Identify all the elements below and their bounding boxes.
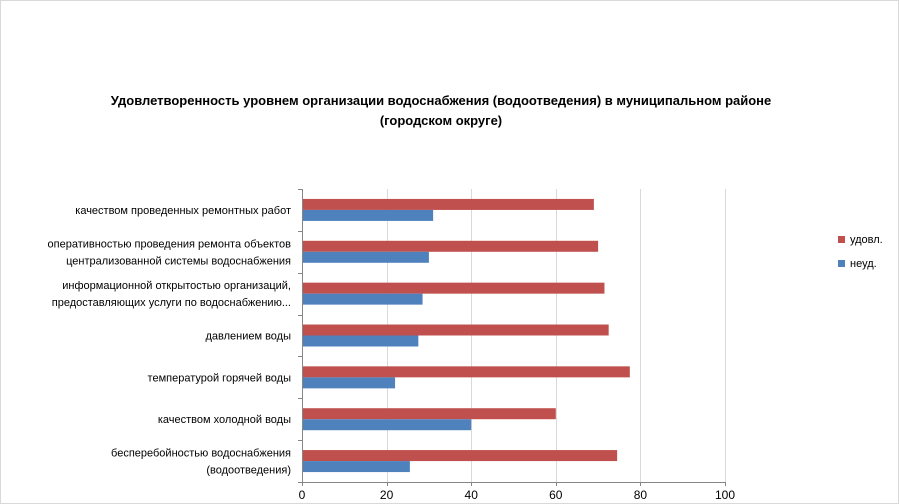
bar-neud — [303, 377, 396, 389]
bar-udovl — [303, 450, 618, 462]
chart-title-line-1: Удовлетворенность уровнем организации во… — [110, 93, 772, 108]
x-tick-label: 0 — [299, 488, 306, 502]
x-tick-label: 100 — [715, 488, 735, 502]
bar-udovl — [303, 198, 594, 210]
bar-neud — [303, 209, 434, 221]
category-label: централизованной системы водоснабжения — [66, 255, 291, 267]
legend-label: удовл. — [850, 234, 883, 246]
bar-udovl — [303, 282, 605, 294]
x-tick-label: 40 — [465, 488, 479, 502]
category-label: оперативностью проведения ремонта объект… — [48, 238, 292, 250]
bar-udovl — [303, 366, 630, 378]
bar-udovl — [303, 408, 556, 420]
x-tick-label: 60 — [549, 488, 563, 502]
category-label: предоставляющих услуги по водоснабжению.… — [52, 297, 291, 309]
category-label: температурой горячей воды — [148, 372, 292, 384]
bar-neud — [303, 419, 472, 431]
category-label: давлением воды — [205, 331, 291, 343]
bar-neud — [303, 461, 410, 473]
legend-swatch — [838, 260, 845, 267]
bar-udovl — [303, 240, 599, 252]
bar-neud — [303, 335, 419, 347]
chart-title: Удовлетворенность уровнем организации во… — [61, 91, 821, 131]
legend-label: неуд. — [850, 258, 877, 270]
category-label: информационной открытостью организаций, — [62, 280, 291, 292]
x-tick-label: 20 — [380, 488, 394, 502]
chart-title-line-2: (городском округе) — [379, 113, 503, 128]
bar-neud — [303, 251, 429, 263]
category-label: бесперебойностью водоснабжения — [111, 448, 291, 460]
bar-neud — [303, 293, 423, 305]
legend-swatch — [838, 236, 845, 243]
category-label: качеством проведенных ремонтных работ — [75, 205, 291, 217]
bar-udovl — [303, 324, 609, 336]
category-label: качеством холодной воды — [158, 414, 291, 426]
x-tick-label: 80 — [634, 488, 648, 502]
category-label: (водоотведения) — [206, 465, 291, 477]
